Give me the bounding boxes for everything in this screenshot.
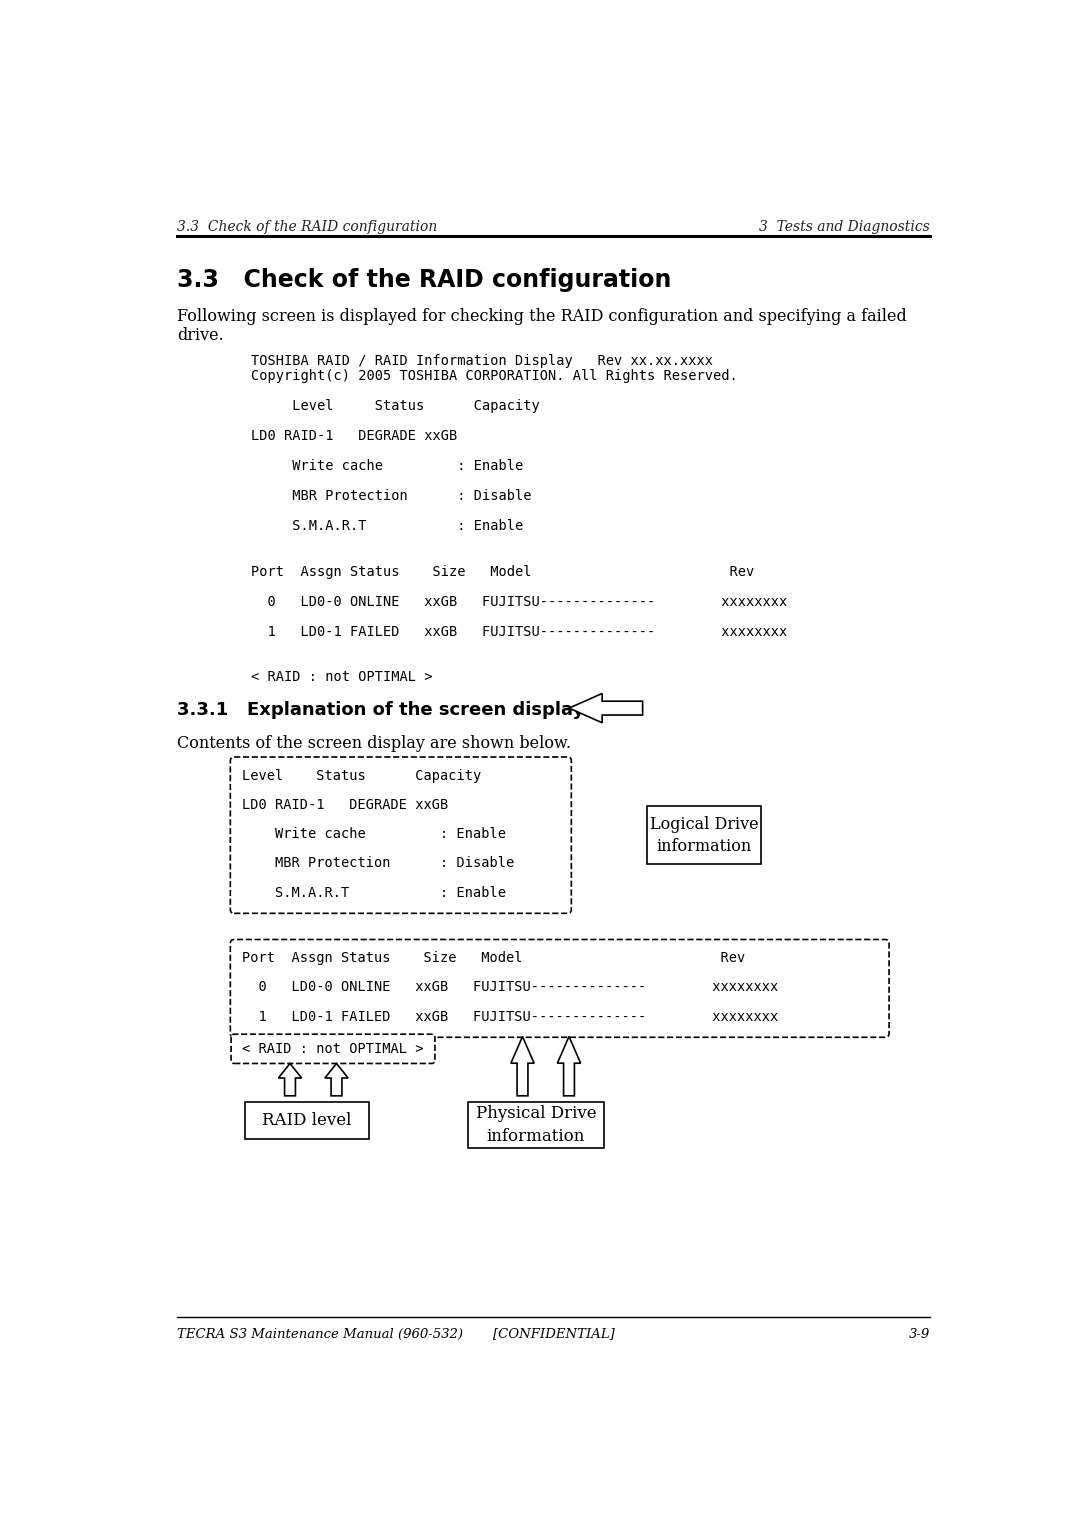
Text: Copyright(c) 2005 TOSHIBA CORPORATION. All Rights Reserved.: Copyright(c) 2005 TOSHIBA CORPORATION. A…	[252, 370, 738, 384]
Text: S.M.A.R.T           : Enable: S.M.A.R.T : Enable	[252, 520, 524, 533]
Text: Physical Drive
information: Physical Drive information	[476, 1105, 596, 1144]
Text: Write cache         : Enable: Write cache : Enable	[252, 460, 524, 474]
Text: < RAID : not OPTIMAL >: < RAID : not OPTIMAL >	[242, 1042, 423, 1056]
FancyBboxPatch shape	[231, 1034, 435, 1063]
Text: TOSHIBA RAID / RAID Information Display   Rev xx.xx.xxxx: TOSHIBA RAID / RAID Information Display …	[252, 354, 713, 368]
Bar	[647, 805, 761, 865]
Polygon shape	[325, 1063, 348, 1096]
Text: LD0 RAID-1   DEGRADE xxGB: LD0 RAID-1 DEGRADE xxGB	[252, 429, 458, 443]
FancyBboxPatch shape	[230, 940, 889, 1038]
Polygon shape	[569, 694, 643, 723]
Text: Level    Status      Capacity: Level Status Capacity	[242, 769, 482, 782]
Text: < RAID : not OPTIMAL >: < RAID : not OPTIMAL >	[252, 669, 433, 683]
Text: Write cache         : Enable: Write cache : Enable	[242, 827, 505, 840]
Text: Port  Assgn Status    Size   Model                        Rev: Port Assgn Status Size Model Rev	[242, 950, 745, 966]
Polygon shape	[557, 1036, 581, 1096]
Text: RAID level: RAID level	[262, 1112, 352, 1129]
Text: 0   LD0-0 ONLINE   xxGB   FUJITSU--------------        xxxxxxxx: 0 LD0-0 ONLINE xxGB FUJITSU-------------…	[252, 594, 787, 608]
Text: 3.3   Check of the RAID configuration: 3.3 Check of the RAID configuration	[177, 267, 672, 292]
Text: 0   LD0-0 ONLINE   xxGB   FUJITSU--------------        xxxxxxxx: 0 LD0-0 ONLINE xxGB FUJITSU-------------…	[242, 981, 779, 995]
Text: Contents of the screen display are shown below.: Contents of the screen display are shown…	[177, 735, 571, 752]
FancyBboxPatch shape	[230, 756, 571, 914]
Text: Logical Drive
information: Logical Drive information	[649, 816, 758, 854]
Text: drive.: drive.	[177, 327, 224, 344]
Text: S.M.A.R.T           : Enable: S.M.A.R.T : Enable	[242, 886, 505, 900]
Text: 3  Tests and Diagnostics: 3 Tests and Diagnostics	[759, 220, 930, 234]
Bar	[245, 1102, 369, 1138]
Polygon shape	[511, 1036, 535, 1096]
Text: 3.3.1   Explanation of the screen display: 3.3.1 Explanation of the screen display	[177, 701, 584, 718]
Bar	[469, 1102, 604, 1148]
Polygon shape	[279, 1063, 301, 1096]
Text: MBR Protection      : Disable: MBR Protection : Disable	[242, 856, 514, 871]
Text: 3.3  Check of the RAID configuration: 3.3 Check of the RAID configuration	[177, 220, 437, 234]
Text: MBR Protection      : Disable: MBR Protection : Disable	[252, 489, 531, 503]
Text: 3-9: 3-9	[909, 1328, 930, 1340]
Text: 1   LD0-1 FAILED   xxGB   FUJITSU--------------        xxxxxxxx: 1 LD0-1 FAILED xxGB FUJITSU-------------…	[252, 625, 787, 639]
Text: [CONFIDENTIAL]: [CONFIDENTIAL]	[492, 1328, 615, 1340]
Text: 1   LD0-1 FAILED   xxGB   FUJITSU--------------        xxxxxxxx: 1 LD0-1 FAILED xxGB FUJITSU-------------…	[242, 1010, 779, 1024]
Text: Port  Assgn Status    Size   Model                        Rev: Port Assgn Status Size Model Rev	[252, 564, 755, 579]
Text: Level     Status      Capacity: Level Status Capacity	[252, 399, 540, 414]
Text: LD0 RAID-1   DEGRADE xxGB: LD0 RAID-1 DEGRADE xxGB	[242, 798, 448, 811]
Text: TECRA S3 Maintenance Manual (960-532): TECRA S3 Maintenance Manual (960-532)	[177, 1328, 463, 1340]
Text: Following screen is displayed for checking the RAID configuration and specifying: Following screen is displayed for checki…	[177, 309, 906, 325]
